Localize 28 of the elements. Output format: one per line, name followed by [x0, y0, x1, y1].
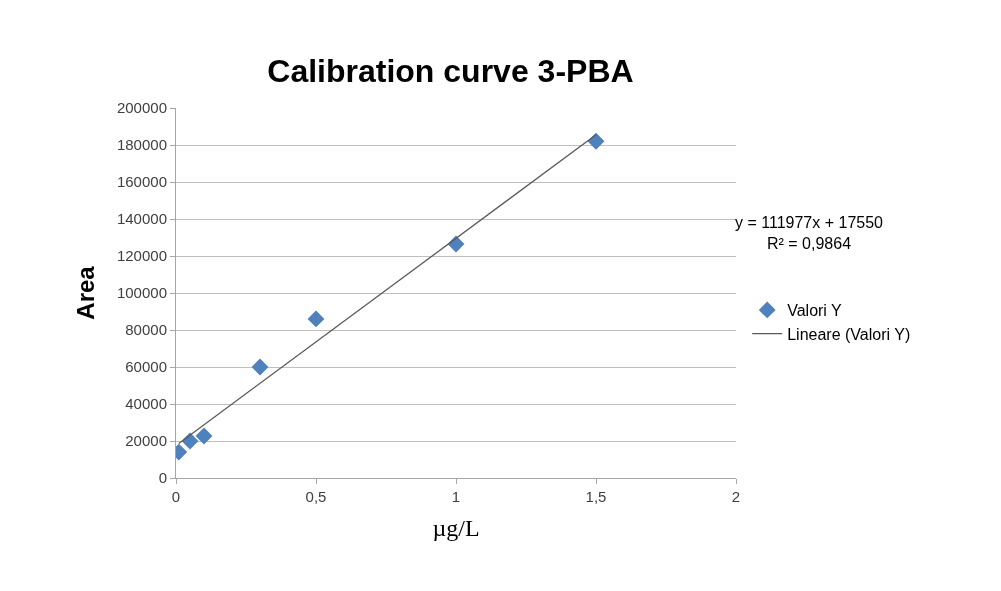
x-axis-title: µg/L [432, 515, 480, 542]
y-tick-label: 120000 [116, 247, 167, 265]
point [587, 132, 605, 150]
legend-label: Lineare (Valori Y) [787, 325, 911, 343]
y-axis-title: Area [72, 265, 100, 320]
y-tick-label: 160000 [116, 173, 167, 191]
y-tick-label: 80000 [125, 321, 167, 339]
y-tick-label: 140000 [116, 210, 167, 228]
point [181, 432, 199, 450]
chart-title: Calibration curve 3-PBA [267, 52, 634, 89]
x-tick-label: 2 [731, 488, 741, 505]
legend-label: Valori Y [787, 302, 843, 320]
x-tick-label: 1 [451, 488, 461, 505]
x-tick-label: 1,5 [585, 488, 607, 505]
y-tick-label: 100000 [116, 284, 167, 302]
y-tick-label: 0 [158, 469, 167, 487]
point [195, 427, 213, 445]
text: R² = 0,9864 [767, 235, 852, 252]
annotation: y = 111977x + 17550 [735, 214, 884, 231]
x-tick-label: 0 [171, 488, 181, 505]
x-tick-label: 0,5 [305, 488, 327, 505]
point [307, 310, 325, 328]
y-tick-label: 180000 [116, 136, 167, 154]
y-tick-label: 200000 [116, 99, 167, 117]
y-tick-label: 60000 [125, 358, 167, 376]
y-tick-label: 20000 [125, 432, 167, 450]
y-tick-label: 40000 [125, 395, 167, 413]
point [251, 358, 269, 376]
